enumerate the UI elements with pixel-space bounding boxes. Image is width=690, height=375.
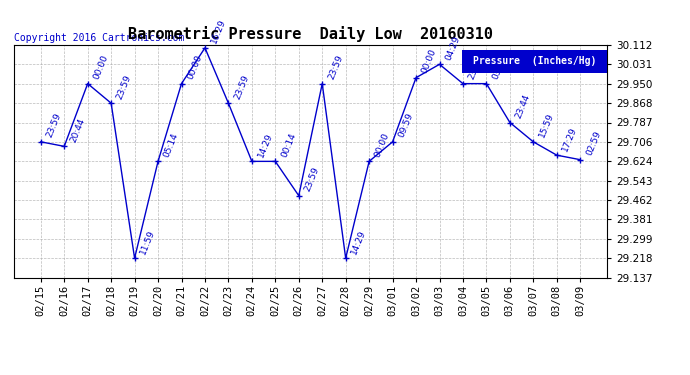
Text: 02:59: 02:59 (584, 130, 602, 157)
Text: 16:29: 16:29 (209, 18, 227, 45)
Text: 14:29: 14:29 (350, 228, 368, 255)
Text: 23:59: 23:59 (233, 73, 250, 100)
Text: 09:59: 09:59 (397, 112, 415, 139)
Title: Barometric Pressure  Daily Low  20160310: Barometric Pressure Daily Low 20160310 (128, 27, 493, 42)
Text: 00:00: 00:00 (373, 131, 391, 159)
Text: 00:00: 00:00 (186, 54, 204, 81)
Text: 23:59: 23:59 (467, 54, 485, 81)
Text: 23:59: 23:59 (326, 54, 344, 81)
Text: 15:59: 15:59 (538, 112, 555, 139)
Text: 17:29: 17:29 (561, 125, 579, 152)
Text: 04:29: 04:29 (444, 34, 462, 62)
Text: 00:14: 00:14 (279, 131, 297, 159)
Text: 05:14: 05:14 (162, 131, 180, 159)
Text: 14:29: 14:29 (256, 132, 274, 159)
Text: 23:59: 23:59 (115, 73, 133, 100)
Text: 11:59: 11:59 (139, 228, 157, 255)
Text: 23:59: 23:59 (45, 112, 63, 139)
Text: 00:00: 00:00 (420, 48, 438, 75)
Text: 23:44: 23:44 (514, 93, 532, 120)
Text: 00:00: 00:00 (92, 54, 110, 81)
Text: Copyright 2016 Cartronics.com: Copyright 2016 Cartronics.com (14, 33, 184, 43)
Text: 20:44: 20:44 (68, 117, 86, 144)
Text: 03:44: 03:44 (491, 54, 509, 81)
Text: 23:59: 23:59 (303, 166, 321, 193)
